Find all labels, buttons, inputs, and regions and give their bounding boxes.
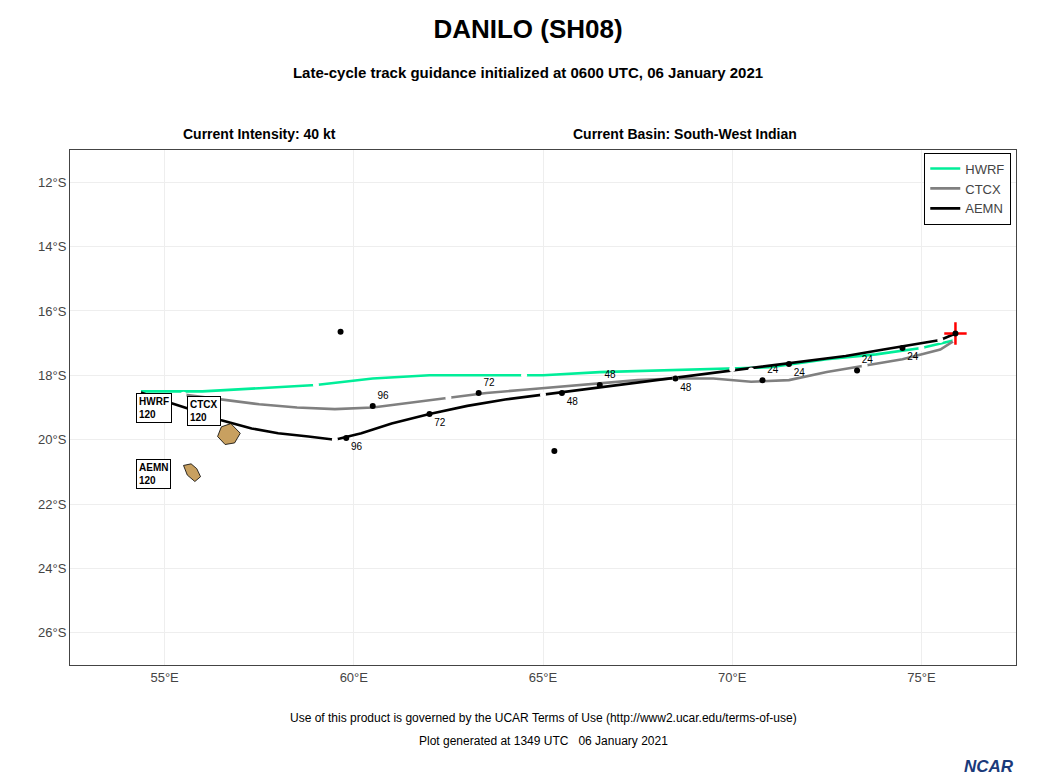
svg-text:DANILO (SH08): DANILO (SH08) <box>433 14 622 44</box>
svg-text:NCAR: NCAR <box>964 757 1014 776</box>
svg-text:12°S: 12°S <box>38 175 67 190</box>
svg-text:22°S: 22°S <box>38 497 67 512</box>
svg-text:26°S: 26°S <box>38 625 67 640</box>
svg-text:Plot generated at 1349 UTC 0: Plot generated at 1349 UTC 06 January 20… <box>419 734 668 748</box>
svg-text:24: 24 <box>794 367 806 378</box>
svg-text:48: 48 <box>567 396 579 407</box>
svg-text:14°S: 14°S <box>38 239 67 254</box>
svg-text:HWRF120: HWRF120 <box>139 396 169 420</box>
svg-text:CTCX120: CTCX120 <box>190 399 218 423</box>
svg-text:48: 48 <box>605 369 617 380</box>
svg-text:48: 48 <box>680 382 692 393</box>
svg-text:CTCX: CTCX <box>965 181 1001 196</box>
svg-text:72: 72 <box>483 377 495 388</box>
svg-text:AEMN: AEMN <box>965 201 1003 216</box>
svg-text:65°E: 65°E <box>529 670 558 685</box>
svg-text:18°S: 18°S <box>38 368 67 383</box>
svg-text:24: 24 <box>767 364 779 375</box>
svg-text:75°E: 75°E <box>907 670 936 685</box>
svg-text:72: 72 <box>434 417 446 428</box>
svg-text:96: 96 <box>351 441 363 452</box>
svg-text:HWRF: HWRF <box>965 162 1004 177</box>
svg-text:24°S: 24°S <box>38 561 67 576</box>
svg-text:70°E: 70°E <box>718 670 747 685</box>
svg-text:AEMN120: AEMN120 <box>139 462 168 486</box>
svg-text:Current Intensity: 40 kt: Current Intensity: 40 kt <box>183 126 336 142</box>
svg-text:24: 24 <box>907 351 919 362</box>
svg-text:24: 24 <box>862 354 874 365</box>
svg-text:Use of this product is governe: Use of this product is governed by the U… <box>290 711 797 725</box>
svg-text:55°E: 55°E <box>150 670 179 685</box>
svg-text:60°E: 60°E <box>340 670 369 685</box>
svg-text:Late-cycle track guidance init: Late-cycle track guidance initialized at… <box>293 64 763 81</box>
svg-text:20°S: 20°S <box>38 432 67 447</box>
svg-text:Current Basin: South-West Indi: Current Basin: South-West Indian <box>573 126 797 142</box>
svg-text:96: 96 <box>377 390 389 401</box>
svg-text:16°S: 16°S <box>38 303 67 318</box>
